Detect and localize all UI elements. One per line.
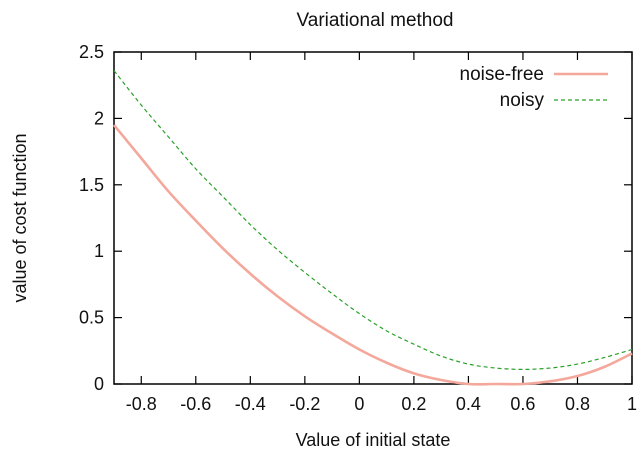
x-tick-label: 0.4	[456, 394, 481, 414]
y-tick-label: 0	[94, 374, 104, 394]
plot-frame	[113, 51, 633, 385]
y-tick-label: 2.5	[79, 42, 104, 62]
legend: noise-free noisy	[460, 64, 608, 111]
series-line-noisy	[113, 70, 633, 370]
series-line-noise-free	[112, 124, 633, 386]
x-tick-label: -0.2	[289, 394, 320, 414]
legend-label: noise-free	[460, 64, 545, 85]
x-tick-label: 0	[354, 394, 364, 414]
series-layer	[112, 70, 633, 386]
y-tick-label: 1.5	[79, 175, 104, 195]
x-tick-label: -0.4	[235, 394, 266, 414]
x-tick-label: -0.6	[180, 394, 211, 414]
x-axis-title: Value of initial state	[296, 430, 451, 450]
x-tick-label: -0.8	[126, 394, 157, 414]
x-tick-label: 1	[627, 394, 637, 414]
legend-label: noisy	[500, 90, 545, 111]
chart-title: Variational method	[296, 10, 453, 31]
y-axis: 0 0.5 1 1.5 2 2.5	[79, 42, 632, 394]
x-tick-label: 0.6	[510, 394, 535, 414]
x-axis: -0.8 -0.6 -0.4 -0.2 0 0.2 0.4 0.6 0.8 1	[126, 52, 637, 414]
x-tick-label: 0.2	[401, 394, 426, 414]
y-tick-label: 1	[94, 241, 104, 261]
x-tick-label: 0.8	[565, 394, 590, 414]
y-tick-label: 0.5	[79, 308, 104, 328]
y-tick-label: 2	[94, 108, 104, 128]
y-axis-title: value of cost function	[10, 133, 30, 302]
